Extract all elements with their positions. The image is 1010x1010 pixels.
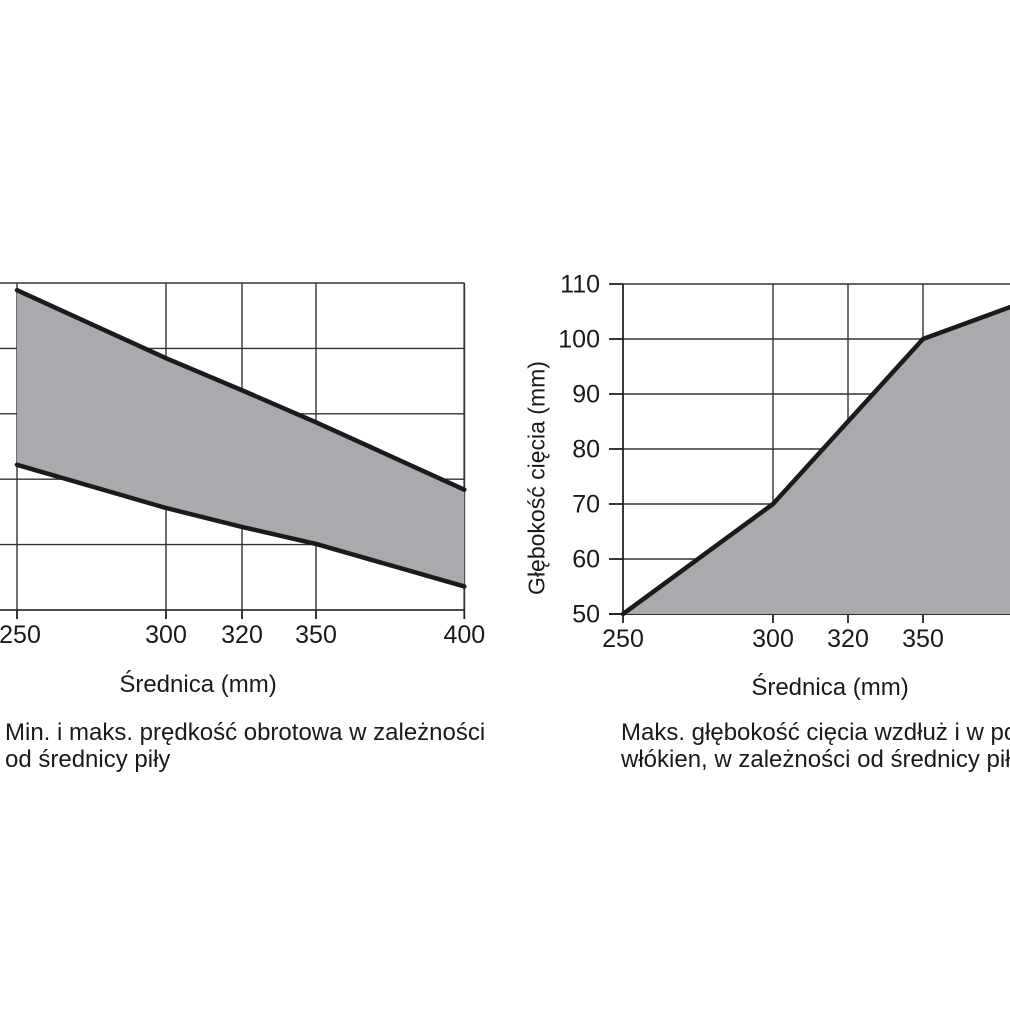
left-chart-caption-line-2: od średnicy piły (5, 746, 171, 773)
svg-text:350: 350 (295, 621, 337, 649)
svg-text:110: 110 (560, 271, 600, 299)
right-chart-caption: Maks. głębokość cięcia wzdłuż i w poprze… (621, 719, 1010, 773)
right-chart-x-axis-title: Średnica (mm) (751, 674, 909, 701)
left-chart-caption: Min. i maks. prędkość obrotowa w zależno… (5, 719, 485, 773)
left-chart-caption-line-1: Min. i maks. prędkość obrotowa w zależno… (5, 719, 486, 746)
right-chart-caption-line-2: włókien, w zależności od średnicy piły. (621, 746, 1010, 773)
svg-text:70: 70 (572, 491, 600, 519)
right-chart-y-axis-title: Głębokość cięcia (mm) (523, 361, 550, 595)
svg-text:250: 250 (602, 625, 644, 653)
svg-text:320: 320 (221, 621, 263, 649)
svg-text:60: 60 (572, 546, 600, 574)
svg-text:400: 400 (443, 621, 485, 649)
svg-text:300: 300 (145, 621, 187, 649)
svg-text:300: 300 (752, 625, 794, 653)
svg-text:250: 250 (0, 621, 41, 649)
svg-text:320: 320 (827, 625, 869, 653)
svg-text:100: 100 (558, 326, 600, 354)
svg-text:350: 350 (902, 625, 944, 653)
svg-text:80: 80 (572, 436, 600, 464)
right-chart-caption-line-1: Maks. głębokość cięcia wzdłuż i w poprze… (621, 719, 1010, 746)
svg-text:50: 50 (572, 601, 600, 629)
left-chart-x-axis-title: Średnica (mm) (119, 671, 277, 698)
svg-text:90: 90 (572, 381, 600, 409)
left-chart-speed-band: 250 300 320 350 400 (0, 282, 485, 649)
